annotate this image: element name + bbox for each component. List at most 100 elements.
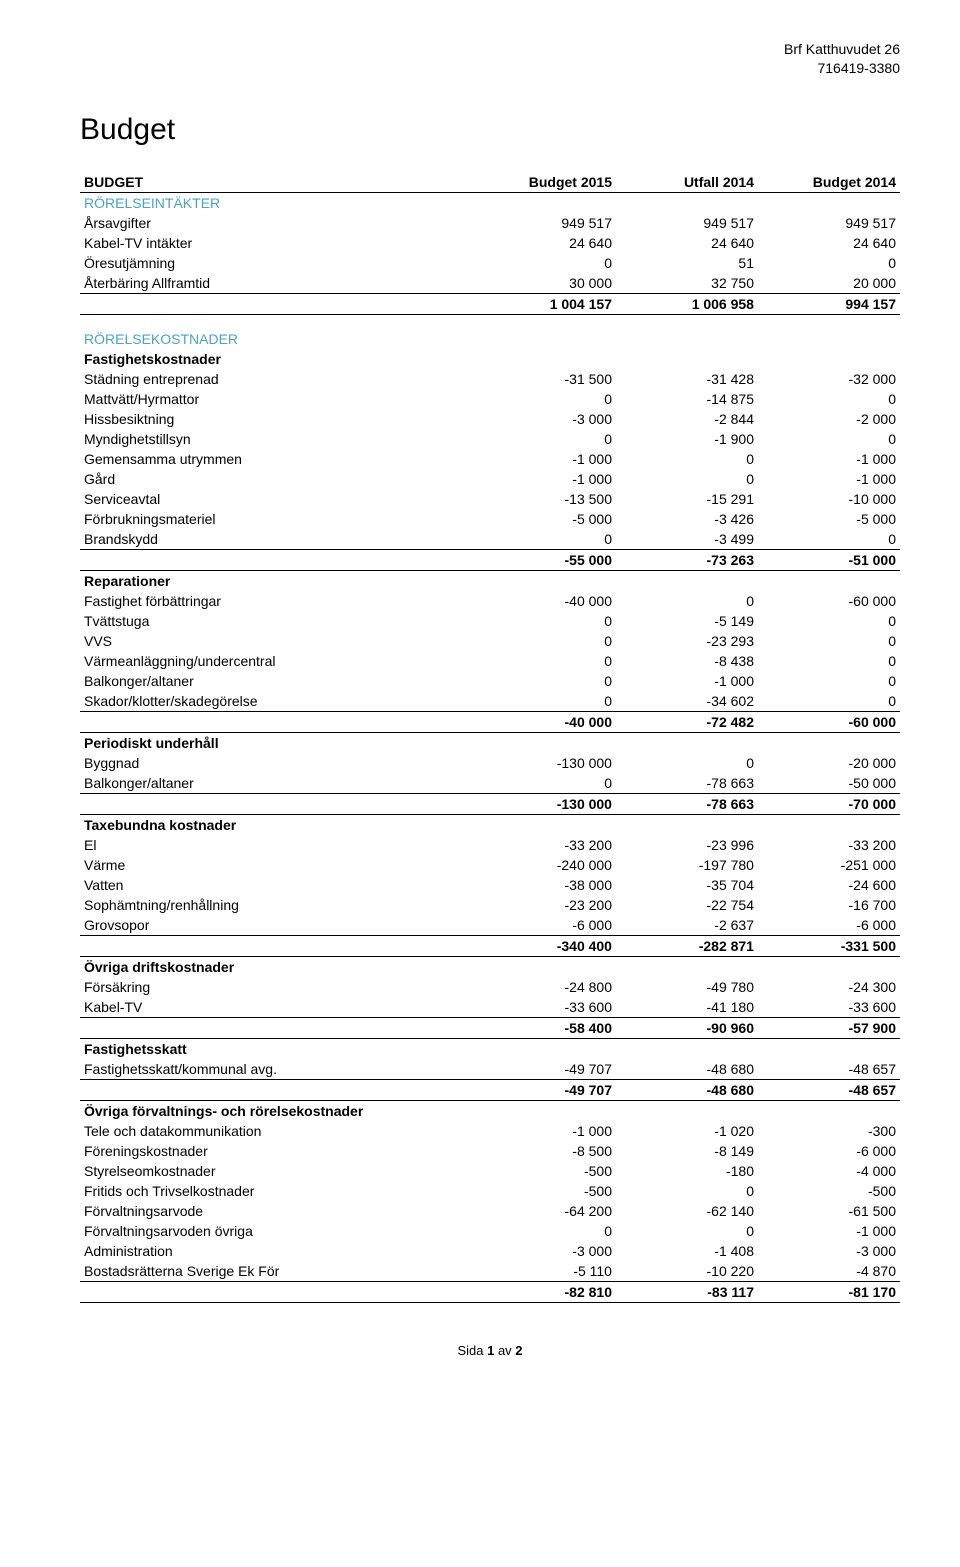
row-value: 0	[616, 469, 758, 489]
row-value: -60 000	[758, 711, 900, 732]
table-row: 1 004 1571 006 958994 157	[80, 293, 900, 314]
row-label: Fastighet förbättringar	[80, 591, 474, 611]
row-label: Tvättstuga	[80, 611, 474, 631]
row-value: 0	[474, 773, 616, 794]
row-value: 0	[758, 651, 900, 671]
row-value: -2 000	[758, 409, 900, 429]
row-value: -61 500	[758, 1201, 900, 1221]
row-value: 24 640	[474, 233, 616, 253]
row-label: Försäkring	[80, 977, 474, 997]
row-value: -14 875	[616, 389, 758, 409]
table-row: Styrelseomkostnader-500-180-4 000	[80, 1161, 900, 1181]
row-value: -48 657	[758, 1059, 900, 1080]
row-value: 30 000	[474, 273, 616, 294]
row-value: 0	[616, 1181, 758, 1201]
group-header: Fastighetskostnader	[80, 349, 900, 369]
row-value: -197 780	[616, 855, 758, 875]
row-value: -3 000	[474, 1241, 616, 1261]
row-value: -24 600	[758, 875, 900, 895]
table-row: Årsavgifter949 517949 517949 517	[80, 213, 900, 233]
footer-prefix: Sida	[457, 1343, 487, 1358]
footer-total: 2	[515, 1343, 522, 1358]
table-row: Grovsopor-6 000-2 637-6 000	[80, 915, 900, 936]
row-value: -251 000	[758, 855, 900, 875]
group-header: Övriga förvaltnings- och rörelsekostnade…	[80, 1100, 900, 1121]
row-value: -3 000	[758, 1241, 900, 1261]
row-value: 0	[474, 1221, 616, 1241]
row-value: -90 960	[616, 1017, 758, 1038]
row-label: Tele och datakommunikation	[80, 1121, 474, 1141]
row-value: 0	[758, 611, 900, 631]
table-row: Fastighetsskatt	[80, 1038, 900, 1059]
row-value: -31 428	[616, 369, 758, 389]
table-row: Periodiskt underhåll	[80, 732, 900, 753]
row-value: -4 870	[758, 1261, 900, 1282]
page: Brf Katthuvudet 26 716419-3380 Budget BU…	[0, 0, 960, 1388]
row-value: -49 707	[474, 1059, 616, 1080]
row-value: -48 680	[616, 1059, 758, 1080]
row-label: Gemensamma utrymmen	[80, 449, 474, 469]
row-label: Hissbesiktning	[80, 409, 474, 429]
footer-mid: av	[494, 1343, 515, 1358]
row-value: -1 000	[758, 469, 900, 489]
table-row: -130 000-78 663-70 000	[80, 793, 900, 814]
row-label: Sophämtning/renhållning	[80, 895, 474, 915]
row-value: -331 500	[758, 935, 900, 956]
row-value: -83 117	[616, 1281, 758, 1302]
row-value: -55 000	[474, 549, 616, 570]
row-value: -73 263	[616, 549, 758, 570]
row-value: -33 600	[474, 997, 616, 1018]
row-value: -70 000	[758, 793, 900, 814]
row-value: 0	[758, 429, 900, 449]
row-label: Balkonger/altaner	[80, 671, 474, 691]
row-value: -57 900	[758, 1017, 900, 1038]
table-row: Reparationer	[80, 570, 900, 591]
row-value: -5 000	[758, 509, 900, 529]
row-label	[80, 1281, 474, 1302]
row-label: Bostadsrätterna Sverige Ek För	[80, 1261, 474, 1282]
row-value: -180	[616, 1161, 758, 1181]
row-value: 994 157	[758, 293, 900, 314]
page-title: Budget	[80, 113, 900, 147]
table-row: Mattvätt/Hyrmattor0-14 8750	[80, 389, 900, 409]
row-value: -48 657	[758, 1079, 900, 1100]
row-label: Brandskydd	[80, 529, 474, 550]
row-value: -130 000	[474, 753, 616, 773]
table-row: Hissbesiktning-3 000-2 844-2 000	[80, 409, 900, 429]
row-label: Myndighetstillsyn	[80, 429, 474, 449]
row-value: 949 517	[616, 213, 758, 233]
row-value: 24 640	[758, 233, 900, 253]
row-value: 0	[474, 529, 616, 550]
row-value: -23 996	[616, 835, 758, 855]
row-value: 0	[474, 671, 616, 691]
table-row: Kabel-TV-33 600-41 180-33 600	[80, 997, 900, 1018]
row-value: -340 400	[474, 935, 616, 956]
table-row: Övriga förvaltnings- och rörelsekostnade…	[80, 1100, 900, 1121]
row-label	[80, 293, 474, 314]
page-footer: Sida 1 av 2	[80, 1343, 900, 1358]
row-value: -81 170	[758, 1281, 900, 1302]
row-value: -2 844	[616, 409, 758, 429]
row-value: -41 180	[616, 997, 758, 1018]
row-label	[80, 549, 474, 570]
row-label: Kabel-TV intäkter	[80, 233, 474, 253]
row-value: -10 220	[616, 1261, 758, 1282]
row-value: -1 408	[616, 1241, 758, 1261]
row-value: -1 000	[474, 449, 616, 469]
row-value: -72 482	[616, 711, 758, 732]
row-value: -500	[758, 1181, 900, 1201]
table-row: -82 810-83 117-81 170	[80, 1281, 900, 1302]
row-value: 0	[474, 691, 616, 712]
row-label: Mattvätt/Hyrmattor	[80, 389, 474, 409]
table-row: -340 400-282 871-331 500	[80, 935, 900, 956]
row-value: -51 000	[758, 549, 900, 570]
row-value: -38 000	[474, 875, 616, 895]
table-row: Förvaltningsarvode-64 200-62 140-61 500	[80, 1201, 900, 1221]
row-value: -78 663	[616, 773, 758, 794]
row-value: -33 200	[474, 835, 616, 855]
row-value: -40 000	[474, 711, 616, 732]
row-value: -1 000	[758, 1221, 900, 1241]
row-value: -23 293	[616, 631, 758, 651]
row-value: -24 300	[758, 977, 900, 997]
row-value: 32 750	[616, 273, 758, 294]
